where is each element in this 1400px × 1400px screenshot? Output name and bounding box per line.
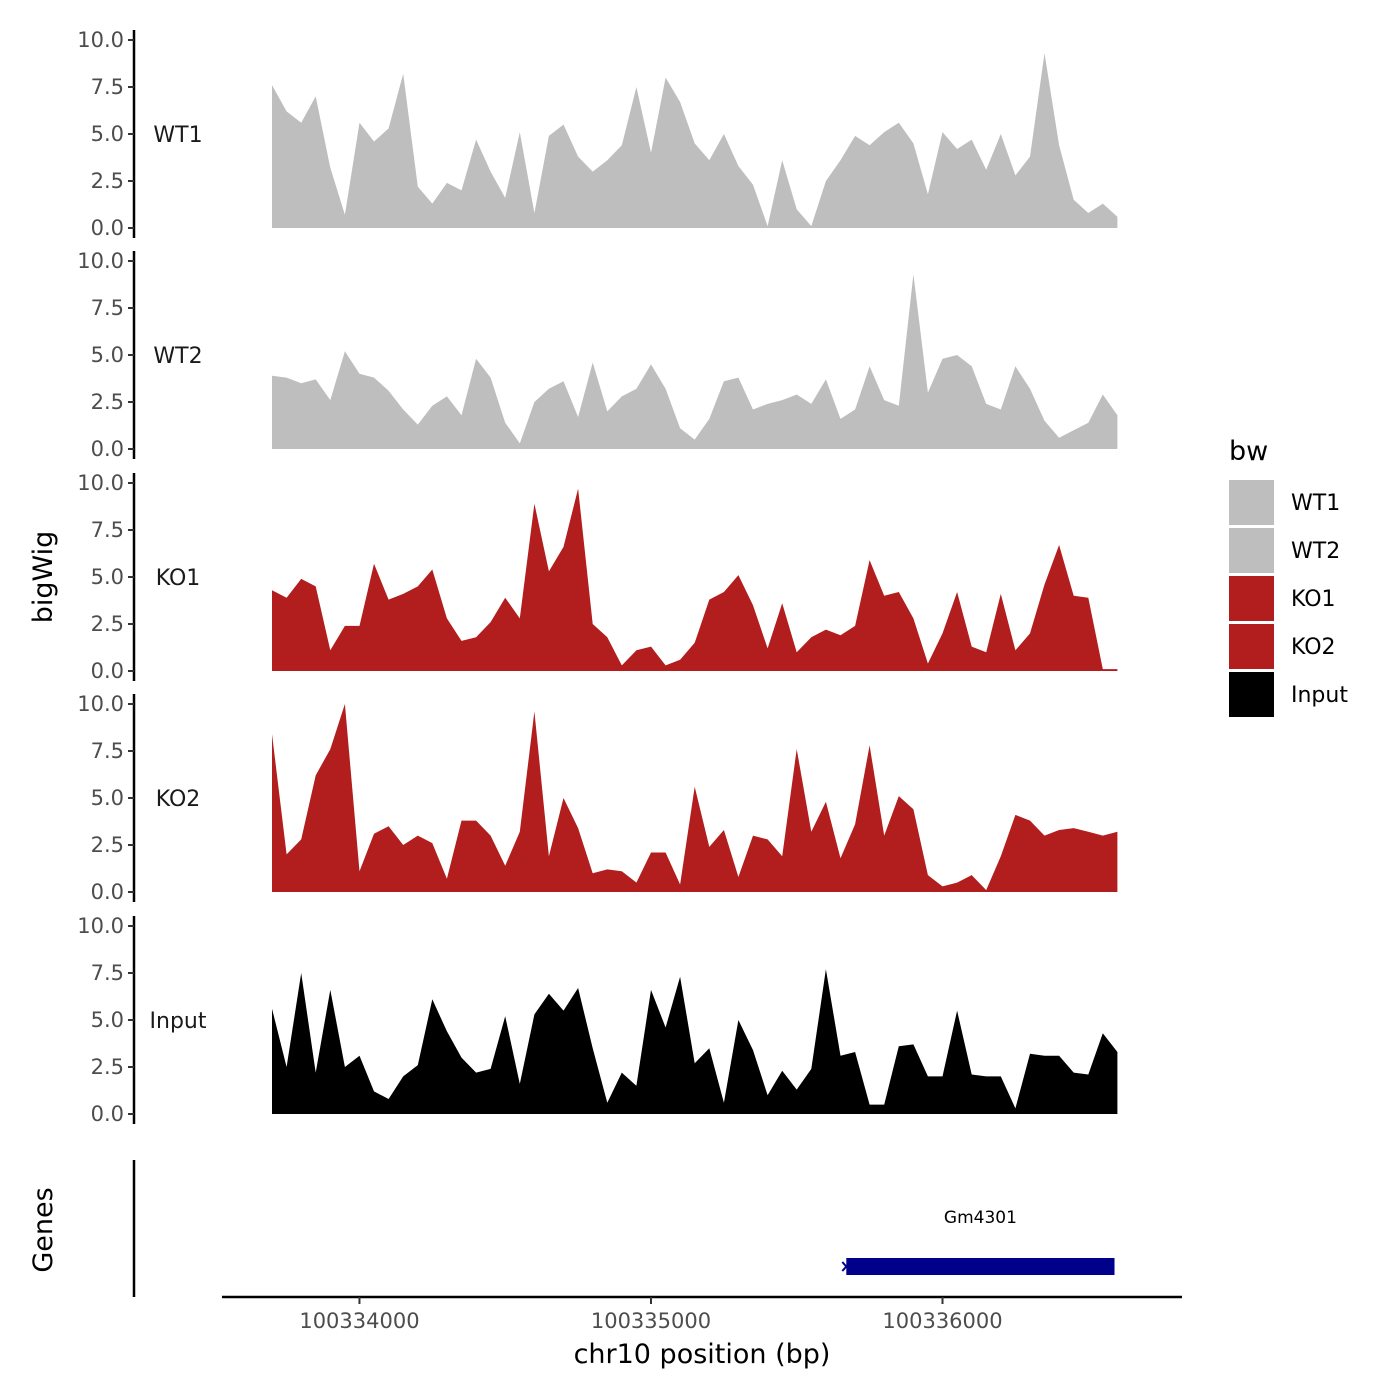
y-tick-label: 7.5 (91, 75, 124, 99)
x-tick-label: 100335000 (591, 1309, 711, 1333)
signal-area-ko2 (272, 704, 1118, 892)
bigwig-tracks: 0.02.55.07.510.0WT10.02.55.07.510.0WT20.… (77, 28, 1118, 1126)
signal-area-input (272, 969, 1118, 1114)
legend-item: Input (1229, 672, 1348, 717)
legend-item: WT1 (1229, 480, 1340, 525)
track-wt1: 0.0 2.5 5.0 7.5 10.0 WT1 (77, 28, 1118, 240)
y-tick-label: 7.5 (91, 739, 124, 763)
y-tick-label: 5.0 (91, 1008, 124, 1032)
y-tick-label: 7.5 (91, 518, 124, 542)
legend-item: KO2 (1229, 624, 1336, 669)
track-wt2: 0.0 2.5 5.0 7.5 10.0 WT2 (77, 249, 1118, 461)
signal-area-wt2 (272, 274, 1118, 449)
legend: bw WT1 WT2 KO1 KO2 Input (1229, 436, 1348, 717)
x-axis-title: chr10 position (bp) (574, 1339, 831, 1370)
track-label: Input (150, 1009, 207, 1034)
legend-swatch (1229, 480, 1274, 525)
y-tick-label: 5.0 (91, 565, 124, 589)
y-tick-label: 10.0 (77, 692, 124, 716)
y-tick-label: 10.0 (77, 471, 124, 495)
track-ko1: 0.0 2.5 5.0 7.5 10.0 KO1 (77, 471, 1118, 683)
legend-title: bw (1229, 436, 1268, 467)
y-tick-label: 10.0 (77, 249, 124, 273)
legend-label: KO1 (1291, 587, 1336, 612)
legend-label: WT2 (1291, 539, 1340, 564)
track-label: WT1 (153, 123, 202, 148)
y-tick-label: 0.0 (91, 880, 124, 904)
y-tick-label: 5.0 (91, 786, 124, 810)
legend-swatch (1229, 672, 1274, 717)
legend-label: KO2 (1291, 635, 1336, 660)
legend-label: Input (1291, 683, 1348, 708)
genes-axis-title: Genes (28, 1187, 59, 1272)
track-ko2: 0.0 2.5 5.0 7.5 10.0 KO2 (77, 692, 1118, 904)
genes-panel: Genes Gm4301 (28, 1160, 1115, 1297)
y-tick-label: 7.5 (91, 296, 124, 320)
legend-swatch (1229, 624, 1274, 669)
y-tick-label: 5.0 (91, 122, 124, 146)
gene-label: Gm4301 (944, 1208, 1017, 1228)
track-input: 0.0 2.5 5.0 7.5 10.0 Input (77, 914, 1118, 1126)
gene-body (846, 1258, 1115, 1275)
y-tick-label: 5.0 (91, 343, 124, 367)
y-tick-label: 7.5 (91, 961, 124, 985)
y-tick-label: 0.0 (91, 1102, 124, 1126)
x-tick-label: 100336000 (882, 1309, 1002, 1333)
x-axis: 100334000 100335000 100336000 chr10 positi… (222, 1295, 1182, 1370)
x-ticks: 100334000 100335000 100336000 (299, 1297, 1003, 1333)
y-axis-title: bigWig (28, 531, 59, 624)
y-tick-label: 2.5 (91, 833, 124, 857)
y-tick-label: 0.0 (91, 437, 124, 461)
track-label: KO2 (156, 787, 201, 812)
y-tick-label: 10.0 (77, 914, 124, 938)
gene-strand-mark (841, 1261, 852, 1272)
legend-label: WT1 (1291, 491, 1340, 516)
gene-marks: Gm4301 (841, 1208, 1115, 1275)
y-tick-label: 2.5 (91, 390, 124, 414)
legend-swatch (1229, 528, 1274, 573)
y-tick-label: 0.0 (91, 216, 124, 240)
y-tick-label: 0.0 (91, 659, 124, 683)
signal-area-ko1 (272, 488, 1118, 671)
y-tick-label: 2.5 (91, 612, 124, 636)
legend-swatch (1229, 576, 1274, 621)
legend-items: WT1 WT2 KO1 KO2 Input (1229, 480, 1348, 717)
y-tick-label: 2.5 (91, 169, 124, 193)
x-tick-label: 100334000 (299, 1309, 419, 1333)
y-tick-label: 10.0 (77, 28, 124, 52)
signal-area-wt1 (272, 53, 1118, 229)
legend-item: WT2 (1229, 528, 1340, 573)
track-label: WT2 (153, 344, 202, 369)
track-label: KO1 (156, 566, 201, 591)
y-tick-label: 2.5 (91, 1055, 124, 1079)
legend-item: KO1 (1229, 576, 1336, 621)
